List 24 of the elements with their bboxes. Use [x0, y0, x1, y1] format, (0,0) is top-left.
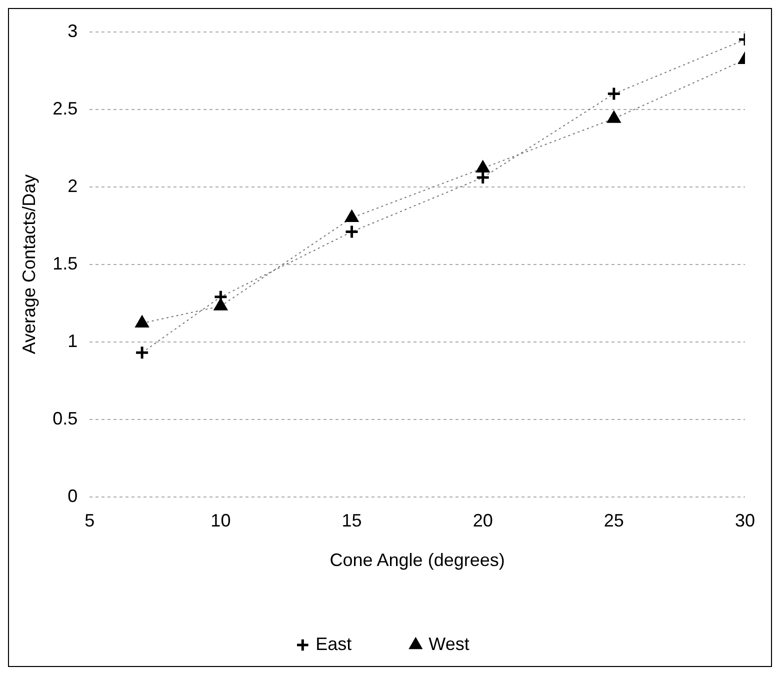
y-tick-label: 3	[68, 20, 78, 41]
legend-label: East	[316, 634, 352, 654]
y-tick-label: 0.5	[52, 408, 78, 428]
point	[606, 86, 622, 102]
point	[476, 160, 490, 172]
y-tick-label: 1	[68, 330, 78, 351]
point	[344, 224, 360, 239]
point	[607, 111, 620, 123]
x-tick-label: 20	[472, 510, 493, 531]
y-tick-label: 2	[68, 176, 78, 196]
x-tick-label: 25	[604, 510, 624, 531]
point	[134, 345, 150, 360]
x-tick-label: 10	[210, 510, 231, 531]
point	[345, 210, 358, 222]
x-tick-label: 30	[734, 510, 756, 531]
x-axis-title: Cone Angle (degrees)	[330, 550, 505, 570]
x-tick-label: 5	[84, 510, 95, 531]
point	[136, 316, 148, 328]
y-tick-label: 0	[68, 486, 78, 506]
x-tick-label: 15	[342, 510, 362, 531]
y-tick-label: 2.5	[52, 98, 78, 118]
y-tick-label: 1.5	[52, 253, 78, 274]
y-axis-title: Average Contacts/Day	[18, 174, 39, 354]
legend-label: West	[428, 634, 470, 654]
